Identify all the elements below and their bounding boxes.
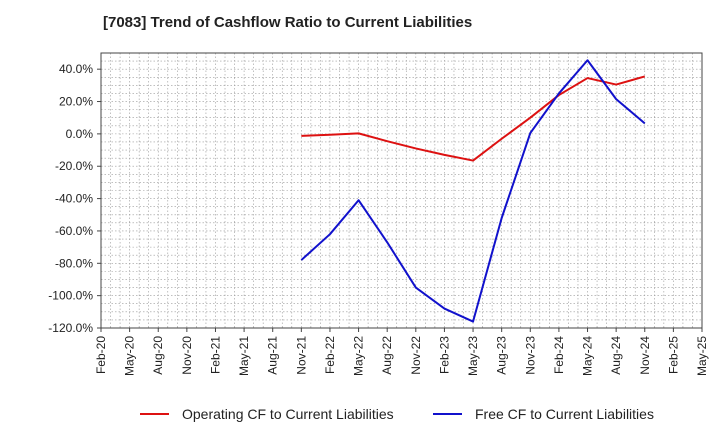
legend-label: Free CF to Current Liabilities [475,406,654,422]
x-tick-label: Feb-21 [208,336,222,374]
x-axis: Feb-20 May-20 Aug-20 Nov-20 Feb-21 May-21 Aug-… [94,328,709,376]
series-line-free-cf [300,59,646,323]
chart-title: [7083] Trend of Cashflow Ratio to Curren… [103,14,473,31]
x-tick-label: Feb-20 [94,336,108,374]
x-tick-label: Feb-22 [323,336,337,374]
y-tick-label: 0.0% [66,127,94,141]
y-tick-label: -40.0% [55,192,93,206]
x-tick-label: Nov-20 [180,336,194,375]
x-tick-label: Feb-23 [437,336,451,374]
x-tick-label: May-23 [466,336,480,376]
x-tick-label: Aug-22 [380,336,394,375]
y-tick-label: 20.0% [59,95,93,109]
legend-label: Operating CF to Current Liabilities [182,406,394,422]
x-tick-label: May-25 [695,336,709,376]
y-tick-label: -120.0% [48,321,93,335]
x-tick-label: Aug-23 [495,336,509,375]
x-tick-label: May-20 [123,336,137,376]
y-tick-label: -80.0% [55,256,93,270]
x-tick-label: Nov-22 [409,336,423,375]
x-tick-label: May-22 [352,336,366,376]
x-tick-label: May-21 [237,336,251,376]
series-line-operating-cf [301,75,646,162]
series-layer [300,59,646,323]
y-tick-label: -20.0% [55,159,93,173]
y-tick-label: -60.0% [55,224,93,238]
x-tick-label: Nov-24 [638,336,652,375]
x-tick-label: Feb-24 [552,336,566,374]
y-axis: 40.0% 20.0% 0.0% -20.0% -40.0% -60.0% -80.0% -1… [48,62,101,335]
x-tick-label: Aug-24 [609,336,623,375]
y-tick-label: -100.0% [48,289,93,303]
x-tick-label: Aug-20 [151,336,165,375]
y-tick-label: 40.0% [59,62,93,76]
plot-frame [100,52,703,329]
x-tick-label: Nov-21 [294,336,308,375]
legend: Operating CF to Current Liabilities Free … [140,406,654,422]
x-tick-label: May-24 [581,336,595,376]
x-tick-label: Feb-25 [666,336,680,374]
x-tick-label: Nov-23 [523,336,537,375]
x-tick-label: Aug-21 [266,336,280,375]
